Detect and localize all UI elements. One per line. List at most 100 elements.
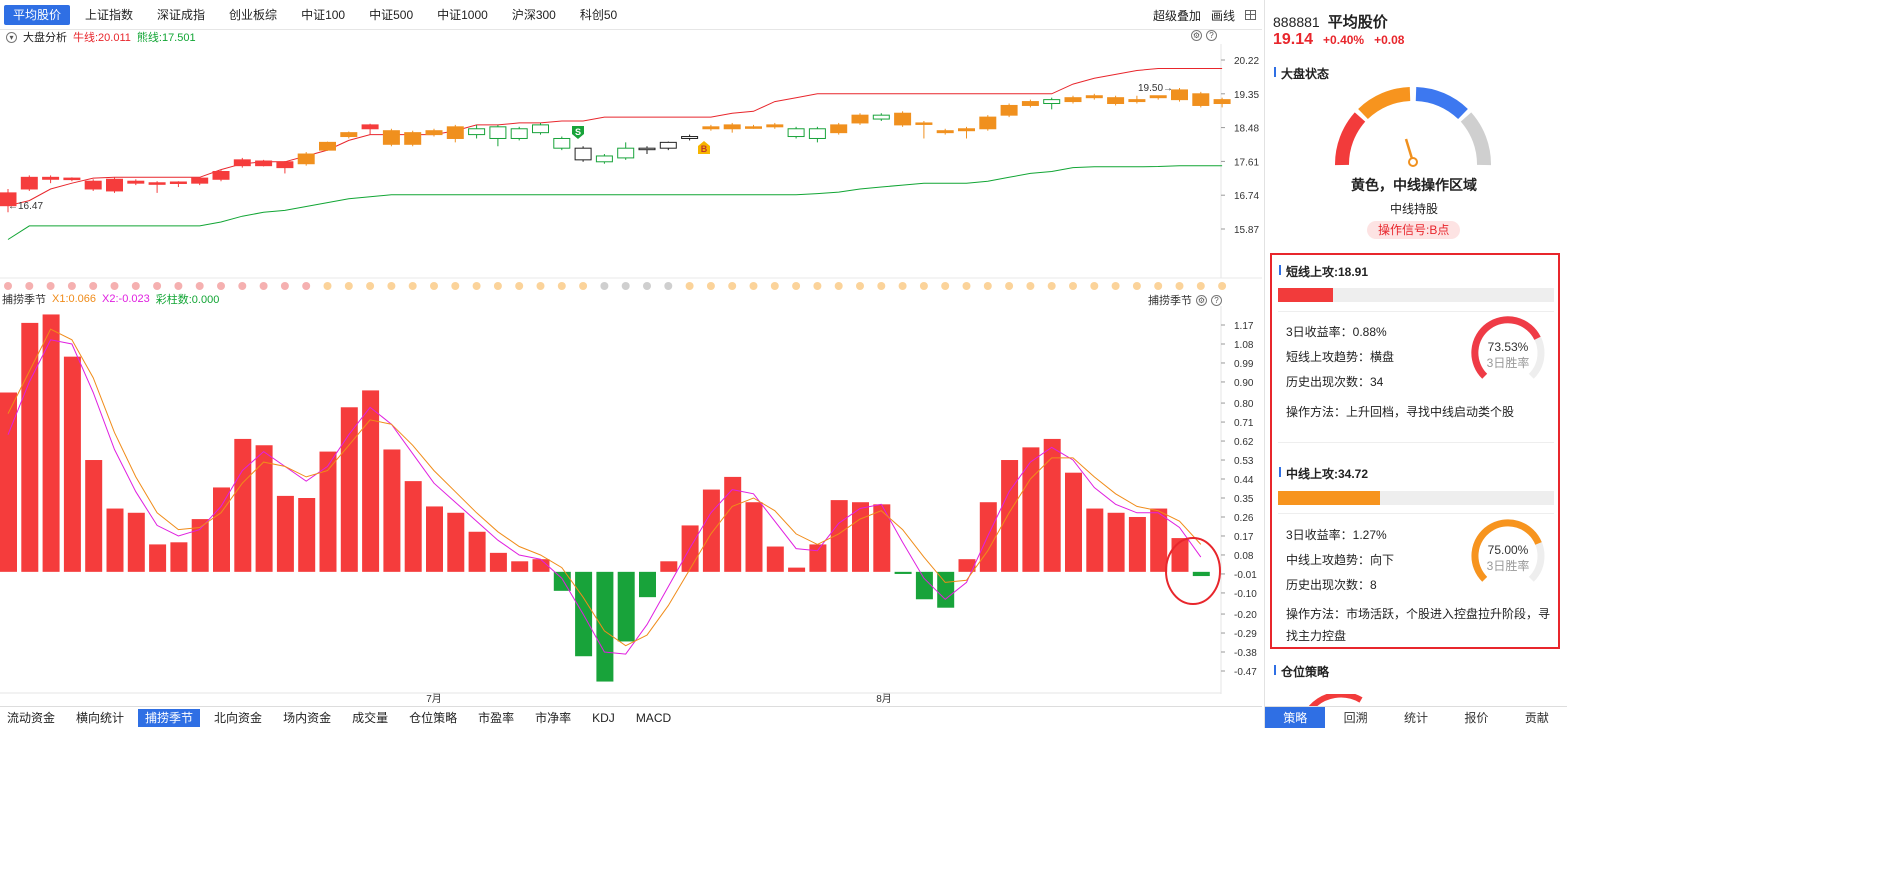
tab-csi100[interactable]: 中证100 [301,7,346,22]
candle [1085,95,1103,99]
tab-gem[interactable]: 创业板综 [229,7,278,22]
tab-floor-capital[interactable]: 场内资金 [283,710,332,725]
candle [169,181,187,184]
tab-strategy[interactable]: 策略 [1265,707,1326,728]
candle [319,141,336,151]
lower-axis-label: 0.99 [1234,359,1254,370]
stock-header: 888881 平均股价 [1273,11,1388,32]
signal-dot [813,282,822,290]
candle [595,155,613,163]
tab-northbound[interactable]: 北向资金 [214,710,263,725]
right-tab-bar: 策略 回溯 统计 报价 贡献 [1265,706,1567,728]
lower-axis-label: 0.44 [1234,475,1254,486]
oscillator-bar [468,531,486,572]
tab-pe[interactable]: 市盈率 [478,710,515,725]
short-attack-bar-fill [1278,288,1334,302]
signal-dot [408,282,417,290]
oscillator-bar [852,502,869,572]
candle [1171,89,1188,101]
tab-macd[interactable]: MACD [635,710,672,725]
candle [1000,104,1018,116]
candle [255,160,273,167]
tab-horizontal-stats[interactable]: 横向统计 [76,710,125,725]
oscillator-bar [255,445,273,572]
candle [340,132,358,138]
upper-indicator-name[interactable]: 大盘分析 [23,32,67,44]
signal-dot [1132,282,1141,290]
candle [702,126,720,130]
overlay-button[interactable]: 超级叠加 [1152,8,1201,23]
candle [1043,99,1061,105]
position-gauge-partial [1309,694,1363,706]
tab-sh-index[interactable]: 上证指数 [85,7,134,22]
draw-line-button[interactable]: 画线 [1210,8,1235,23]
lower-indicator-name[interactable]: 捕捞季节 [2,294,46,306]
tab-csi1000[interactable]: 中证1000 [437,7,488,22]
tab-star50[interactable]: 科创50 [579,7,618,22]
help-icon[interactable]: ? [1206,30,1217,41]
x2-value: X2:-0.023 [102,293,150,305]
upper-axis-label: 20.22 [1234,56,1259,67]
signal-dot [834,282,843,290]
stock-name: 平均股价 [1327,14,1388,31]
oscillator-bar [42,314,60,572]
short-winrate-label: 3日胜率 [1487,355,1530,370]
mid-return: 3日收益率：1.27% [1286,528,1387,542]
app-window: 平均股价 上证指数 深证成指 创业板综 中证100 中证500 中证1000 沪… [0,0,1567,728]
tab-position-strategy[interactable]: 仓位策略 [409,710,458,725]
oscillator-bar [234,438,252,572]
signal-dot [1111,282,1120,290]
oscillator-bar [1022,447,1040,572]
tab-sz-index[interactable]: 深证成指 [157,7,206,22]
layout-grid-icon[interactable] [1245,10,1256,20]
signal-dot [387,282,396,290]
oscillator-bar [894,571,912,574]
tab-csi300[interactable]: 沪深300 [511,7,556,22]
bull-line [7,68,1223,207]
tab-fishing-season[interactable]: 捕捞季节 [138,708,201,727]
signal-dot [451,282,460,290]
market-status-title: 大盘状态 [1271,65,1329,82]
settings-icon[interactable]: ⚙ [1196,294,1207,306]
short-winrate-ring: 73.53% 3日胜率 [1471,316,1545,379]
bull-line-value: 牛线:20.011 [73,32,131,44]
signal-dot [664,282,673,290]
chart-area[interactable]: S B ←16.47 19.50→ 20.22 19.35 18.48 17.61 16.74… [0,0,1262,706]
lower-indicator-name-right: 捕捞季节 [1148,295,1192,307]
settings-icon[interactable]: ⚙ [1191,30,1202,41]
signal-dot [685,282,694,290]
mid-method-line2: 找主力控盘 [1286,629,1347,643]
upper-axis-label: 18.48 [1234,124,1259,135]
signal-dot [1047,282,1056,290]
lower-axis-label: 0.62 [1234,437,1254,448]
tab-volume[interactable]: 成交量 [352,710,389,725]
lower-axis-label: 0.08 [1234,551,1254,562]
tab-liquidity[interactable]: 流动资金 [7,710,56,725]
signal-dot [25,282,34,290]
tab-backtrace[interactable]: 回溯 [1343,711,1368,725]
oscillator-bar [1001,460,1019,572]
tab-contribution[interactable]: 贡献 [1524,711,1549,725]
tab-statistics[interactable]: 统计 [1404,711,1429,725]
tab-avg-price[interactable]: 平均股价 [4,4,71,25]
tab-pb[interactable]: 市净率 [535,710,572,725]
candle [808,128,826,139]
short-method: 操作方法：上升回档，寻找中线启动类个股 [1286,405,1515,419]
help-icon[interactable]: ? [1211,294,1222,306]
signal-dot [217,282,225,290]
lower-legend: 捕捞季节 X1:0.066 X2:-0.023 彩柱数:0.000 [2,292,219,306]
mid-method-line1: 操作方法：市场活跃，个股进入控盘拉升阶段，寻 [1286,607,1551,621]
signal-dot [174,282,183,290]
oscillator-bar [1107,512,1125,572]
tab-quote[interactable]: 报价 [1464,711,1489,725]
collapse-chevron-icon[interactable]: ▾ [6,31,17,43]
candle [1149,95,1167,99]
lower-axis-label: 1.08 [1234,340,1254,351]
candle [830,124,848,134]
market-status-text: 黄色，中线操作区域 [1351,177,1477,193]
tab-csi500[interactable]: 中证500 [369,7,414,22]
market-hold-text: 中线持股 [1389,202,1438,216]
signal-dot [1154,282,1163,290]
tab-kdj[interactable]: KDJ [592,710,615,725]
oscillator-bar [937,571,955,608]
